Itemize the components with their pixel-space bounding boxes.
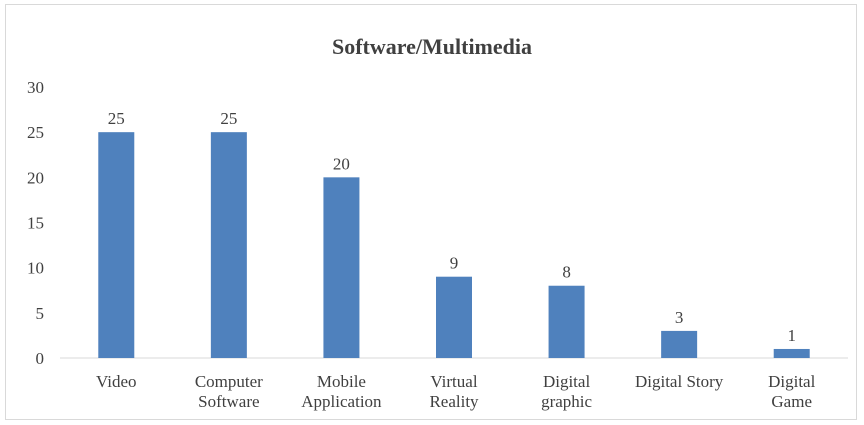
y-tick-label: 10 [27,259,44,278]
x-tick-label: Computer Software [195,372,263,411]
bar-layer [98,132,810,358]
bar [773,348,810,358]
bar [210,132,247,358]
y-tick-label: 30 [27,78,44,97]
x-tick-label: Video [96,372,137,391]
x-tick-label-line: Computer [195,372,263,391]
x-tick-label: Digital Story [635,372,724,391]
data-label: 1 [787,326,796,345]
bar [323,177,360,358]
x-tick-label-line: Digital [768,372,815,391]
x-tick-label: Digital Game [768,372,815,411]
data-label: 9 [450,254,459,273]
x-tick-label-line: graphic [541,392,592,411]
x-tick-label-line: Application [301,392,382,411]
x-tick-label-line: Mobile [317,372,366,391]
data-label-layer: 25 25 20 9 8 3 1 [108,109,796,345]
category-label-layer: Video Computer Software Mobile Application Vi… [96,372,816,411]
y-tick-label: 25 [27,123,44,142]
bar [548,285,585,358]
data-label: 25 [108,109,125,128]
x-tick-label-line: Digital [543,372,590,391]
x-tick-label: Virtual Reality [429,372,479,411]
x-tick-label-line: Virtual [430,372,477,391]
x-tick-label-line: Software [198,392,259,411]
x-tick-label: Digital graphic [541,372,592,411]
chart-frame [5,4,857,420]
bar [98,132,135,358]
x-tick-label-line: Video [96,372,137,391]
x-tick-label: Mobile Application [301,372,382,411]
y-tick-label: 5 [36,304,45,323]
data-label: 3 [675,308,684,327]
x-tick-label-line: Digital Story [635,372,724,391]
y-tick-label: 20 [27,168,44,187]
data-label: 25 [220,109,237,128]
y-tick-label: 15 [27,214,44,233]
chart-title: Software/Multimedia [332,34,532,59]
x-tick-label-line: Game [771,392,812,411]
bar [661,330,698,358]
axis-layer: 0 5 10 15 20 25 30 [27,78,848,368]
y-tick-label: 0 [36,349,45,368]
x-tick-label-line: Reality [429,392,479,411]
bar [436,276,472,358]
data-label: 8 [562,263,571,282]
data-label: 20 [333,154,350,173]
